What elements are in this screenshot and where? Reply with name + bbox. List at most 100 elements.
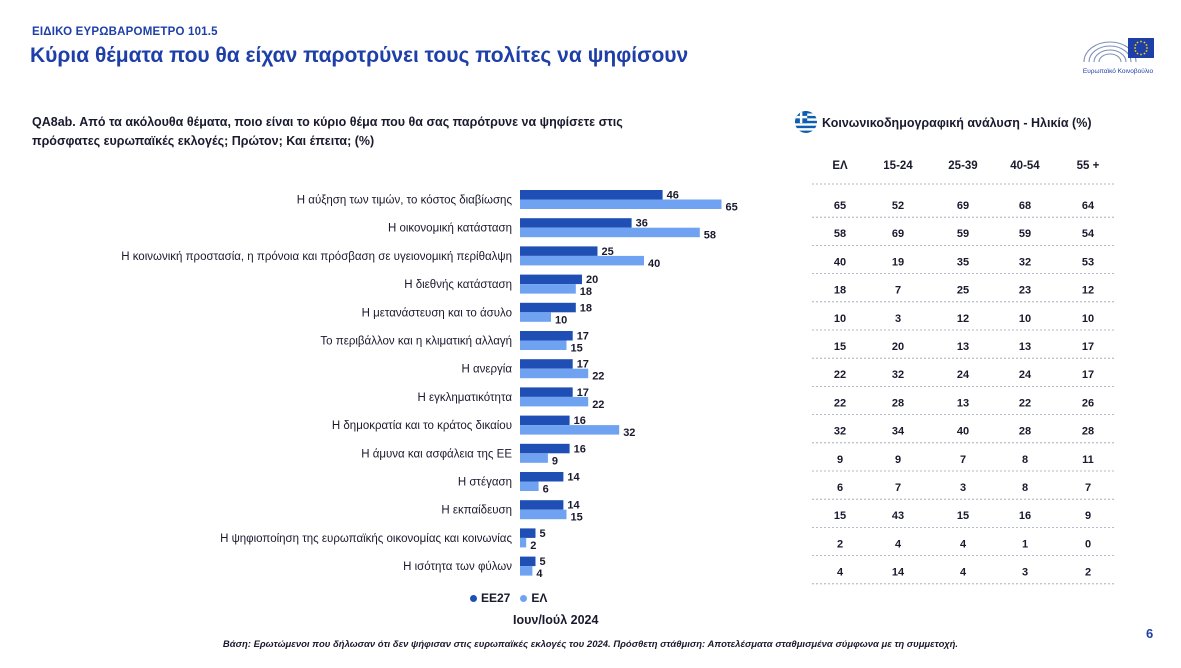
data-label-eu27: 14 (567, 500, 580, 512)
category-label: Η αύξηση των τιμών, το κόστος διαβίωσης (297, 195, 513, 207)
table-cell: 23 (1019, 285, 1031, 297)
table-cell: 10 (834, 313, 846, 325)
table-cell: 7 (895, 482, 901, 494)
data-label-eu27: 17 (577, 331, 589, 343)
data-label-eu27: 36 (636, 218, 648, 230)
bar-eu27 (520, 359, 573, 369)
table-cell: 13 (957, 397, 969, 409)
data-label-eu27: 16 (574, 443, 586, 455)
table-cell: 15 (834, 510, 846, 522)
data-label-el: 15 (571, 512, 583, 524)
table-cell: 18 (834, 285, 846, 297)
bar-eu27 (520, 472, 564, 482)
table-cell: 6 (837, 482, 843, 494)
greece-flag-icon (795, 111, 817, 133)
bar-eu27 (520, 190, 663, 200)
table-cell: 28 (1019, 426, 1031, 438)
table-cell: 7 (960, 454, 966, 466)
data-label-el: 10 (555, 314, 567, 326)
legend-label-eu27: ΕΕ27 (481, 591, 511, 605)
category-label: Η ανεργία (461, 364, 512, 376)
table-cell: 13 (957, 341, 969, 353)
table-cell: 40 (834, 256, 846, 268)
table-cell: 40 (957, 426, 969, 438)
table-cell: 26 (1082, 397, 1094, 409)
table-column-header: 55 + (1077, 160, 1100, 172)
data-label-el: 9 (552, 455, 558, 467)
bar-el (520, 566, 533, 576)
bar-eu27 (520, 387, 573, 397)
bar-eu27 (520, 302, 576, 313)
data-label-eu27: 25 (602, 246, 614, 258)
bar-eu27 (520, 415, 570, 426)
table-cell: 17 (1082, 369, 1094, 381)
data-label-el: 58 (704, 230, 716, 242)
data-label-el: 65 (726, 202, 738, 214)
table-cell: 43 (892, 510, 904, 522)
category-label: Η ψηφιοποίηση της ευρωπαϊκής οικονομίας … (220, 533, 512, 545)
table-cell: 13 (1019, 341, 1031, 353)
table-column-header: 15-24 (883, 160, 913, 172)
table-column-header: 40-54 (1010, 160, 1040, 172)
data-label-el: 2 (530, 540, 536, 552)
table-cell: 9 (895, 454, 901, 466)
data-label-el: 22 (592, 399, 604, 411)
data-label-el: 22 (592, 371, 604, 383)
bar-eu27 (520, 500, 564, 510)
report-kicker: ΕΙΔΙΚΟ ΕΥΡΩΒΑΡΟΜΕΤΡΟ 101.5 (32, 26, 218, 38)
legend-dot-eu27 (470, 594, 477, 602)
table-cell: 0 (1085, 538, 1091, 550)
category-label: Η εγκληματικότητα (418, 392, 513, 404)
category-label: Το περιβάλλον και η κλιματική αλλαγή (320, 336, 512, 348)
table-cell: 4 (960, 538, 967, 550)
table-cell: 20 (892, 341, 904, 353)
table-cell: 54 (1082, 228, 1095, 240)
table-cell: 58 (834, 228, 846, 240)
bar-el (520, 284, 576, 294)
table-cell: 4 (837, 567, 844, 579)
chart-legend: ΕΕ27 ΕΛ (470, 591, 547, 605)
table-cell: 68 (1019, 200, 1031, 212)
table-cell: 59 (1019, 228, 1031, 240)
bar-el (520, 509, 567, 520)
bar-eu27 (520, 246, 598, 256)
data-label-eu27: 5 (540, 528, 546, 540)
data-label-el: 4 (536, 568, 543, 580)
category-label: Η μετανάστευση και το άσυλο (362, 307, 512, 319)
data-label-el: 32 (623, 427, 635, 439)
data-label-eu27: 20 (586, 274, 598, 286)
table-cell: 69 (957, 200, 969, 212)
table-cell: 65 (834, 200, 846, 212)
survey-question: QA8ab. Από τα ακόλουθα θέματα, ποιο είνα… (32, 115, 623, 148)
data-label-eu27: 17 (577, 387, 589, 399)
data-label-eu27: 18 (580, 302, 592, 314)
table-cell: 10 (1082, 313, 1094, 325)
table-column-header: 25-39 (948, 160, 977, 172)
table-cell: 9 (1085, 510, 1091, 522)
table-cell: 8 (1022, 482, 1028, 494)
logo-caption: Ευρωπαϊκό Κοινοβούλιο (1082, 68, 1154, 75)
bar-el (520, 425, 620, 435)
table-cell: 12 (1082, 285, 1094, 297)
table-cell: 2 (837, 538, 843, 550)
table-cell: 22 (834, 397, 846, 409)
table-cell: 25 (957, 285, 969, 297)
bar-eu27 (520, 274, 582, 285)
category-label: Η στέγαση (458, 477, 512, 489)
bar-eu27 (520, 331, 573, 341)
table-cell: 32 (1019, 256, 1031, 268)
table-cell: 24 (1019, 369, 1032, 381)
table-cell: 59 (957, 228, 969, 240)
legend-item-eu27: ΕΕ27 (470, 591, 510, 605)
data-label-eu27: 14 (567, 472, 580, 484)
bar-el (520, 368, 589, 379)
table-cell: 15 (957, 510, 969, 522)
category-label: Η εκπαίδευση (441, 505, 512, 517)
table-cell: 19 (892, 256, 904, 268)
table-cell: 24 (957, 369, 970, 381)
bar-eu27 (520, 556, 536, 567)
table-cell: 3 (1022, 567, 1028, 579)
table-cell: 34 (892, 426, 905, 438)
bar-eu27 (520, 443, 570, 454)
table-column-header: ΕΛ (832, 160, 848, 172)
